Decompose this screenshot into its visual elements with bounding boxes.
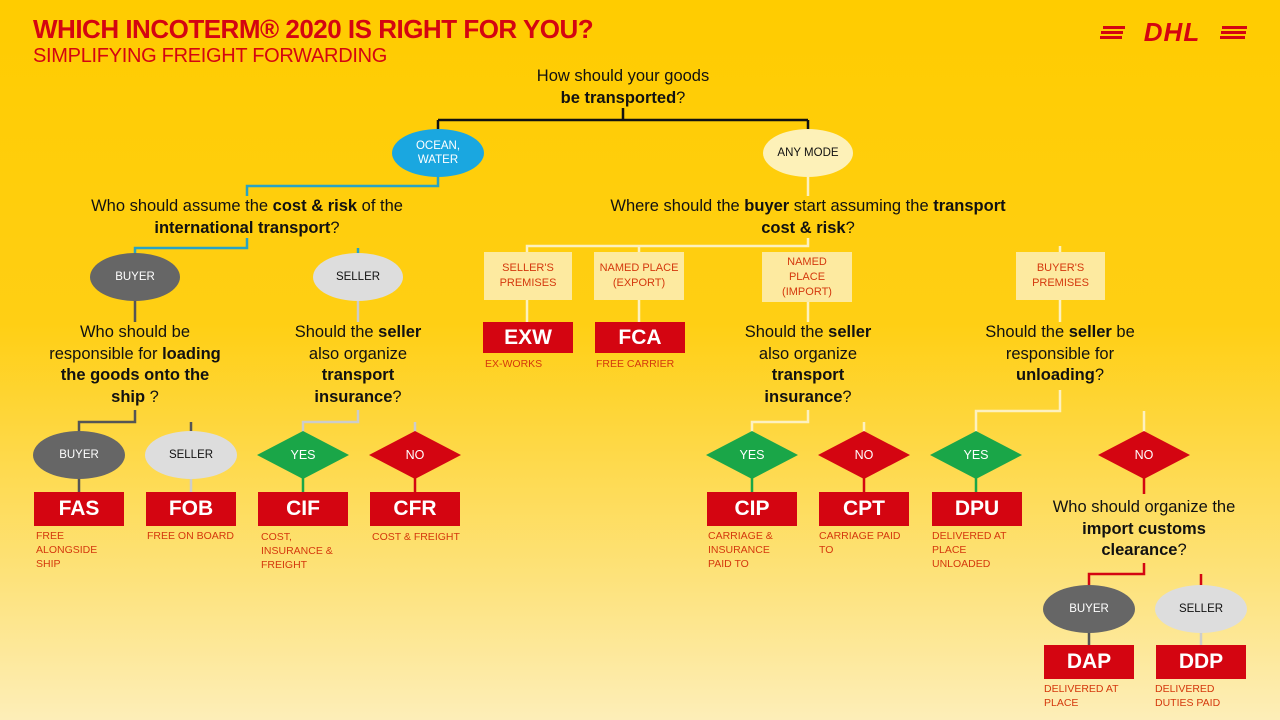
question-text: ? bbox=[845, 218, 855, 237]
option-buyer: BUYER bbox=[33, 431, 125, 479]
question-text: Should the bbox=[294, 323, 379, 341]
question-text-bold: transport bbox=[321, 366, 395, 384]
question-text-bold: insurance bbox=[764, 387, 843, 406]
question-text-bold: unloading bbox=[1015, 366, 1095, 384]
question-text-bold: international transport bbox=[154, 218, 331, 237]
question-text: Where should the bbox=[610, 197, 745, 215]
question-text-bold: cost & risk bbox=[272, 197, 358, 215]
term-cip-label: CARRIAGE & INSURANCE PAID TO bbox=[708, 530, 773, 570]
question-text-bold: loading bbox=[162, 344, 221, 363]
term-fob: FOB bbox=[146, 492, 236, 526]
term-cif: CIF bbox=[258, 492, 348, 526]
place-named-export: NAMED PLACE (EXPORT) bbox=[594, 252, 684, 300]
question-text-bold: insurance bbox=[314, 387, 393, 406]
question-text: ? bbox=[1177, 541, 1187, 559]
option-any-mode: ANY MODE bbox=[763, 129, 853, 177]
question-text: How should your goods bbox=[536, 67, 710, 85]
question-text-bold: ship bbox=[111, 387, 146, 406]
question-text-bold: cost & risk bbox=[761, 218, 846, 237]
term-exw-label: EX-WORKS bbox=[485, 358, 543, 370]
question-insurance-ocean: Should the seller also organize transpor… bbox=[295, 322, 422, 408]
term-ddp: DDP bbox=[1156, 645, 1246, 679]
option-buyer: BUYER bbox=[1043, 585, 1135, 633]
question-text-bold: buyer bbox=[744, 197, 790, 215]
term-cfr: CFR bbox=[370, 492, 460, 526]
option-buyer: BUYER bbox=[90, 253, 180, 301]
question-text-bold: seller bbox=[1068, 323, 1112, 341]
question-text: responsible for bbox=[1005, 344, 1115, 363]
question-customs-clearance: Who should organize the import customs c… bbox=[1053, 497, 1236, 562]
term-dap: DAP bbox=[1044, 645, 1134, 679]
term-cpt-label: CARRIAGE PAID TO bbox=[819, 530, 901, 556]
place-buyers-premises: BUYER'S PREMISES bbox=[1016, 252, 1105, 300]
term-dap-label: DELIVERED AT PLACE bbox=[1044, 683, 1119, 709]
term-cip: CIP bbox=[707, 492, 797, 526]
question-text-bold: import customs bbox=[1082, 519, 1206, 538]
question-text: be bbox=[1111, 323, 1135, 341]
term-ddp-label: DELIVERED DUTIES PAID bbox=[1155, 683, 1221, 709]
term-fca-label: FREE CARRIER bbox=[596, 358, 675, 370]
term-dpu-label: DELIVERED AT PLACE UNLOADED bbox=[932, 530, 1007, 570]
term-fas-label: FREE ALONGSIDE SHIP bbox=[36, 530, 98, 570]
question-text: Who should assume the bbox=[91, 197, 273, 215]
term-cpt: CPT bbox=[819, 492, 909, 526]
question-text: Should the bbox=[985, 323, 1069, 341]
question-text: ? bbox=[392, 387, 402, 406]
question-loading: Who should be responsible for loading th… bbox=[49, 322, 220, 408]
question-text: ? bbox=[145, 387, 159, 406]
question-text: also organize bbox=[308, 344, 408, 363]
question-text-bold: be transported bbox=[560, 88, 677, 107]
question-text-bold: clearance bbox=[1101, 541, 1178, 559]
term-fca: FCA bbox=[595, 322, 685, 353]
question-buyer-start-risk: Where should the buyer start assuming th… bbox=[610, 196, 1005, 239]
question-text-bold: transport bbox=[933, 197, 1006, 215]
place-sellers-premises: SELLER'S PREMISES bbox=[484, 252, 572, 300]
question-international-cost-risk: Who should assume the cost & risk of the… bbox=[91, 196, 403, 239]
term-dpu: DPU bbox=[932, 492, 1022, 526]
question-text: Who should organize the bbox=[1052, 498, 1236, 516]
question-text: of the bbox=[357, 197, 403, 215]
page-subtitle: SIMPLIFYING FREIGHT FORWARDING bbox=[33, 45, 387, 67]
svg-text:DHL: DHL bbox=[1144, 18, 1200, 46]
page-title: WHICH INCOTERM® 2020 IS RIGHT FOR YOU? bbox=[33, 14, 594, 44]
question-text-bold: transport bbox=[771, 366, 845, 384]
question-text: ? bbox=[330, 218, 340, 237]
option-seller: SELLER bbox=[145, 431, 237, 479]
question-text: ? bbox=[842, 387, 852, 406]
question-text: ? bbox=[1094, 366, 1105, 384]
question-text-bold: the goods onto the bbox=[60, 366, 210, 384]
question-text: Should the bbox=[744, 323, 829, 341]
term-exw: EXW bbox=[483, 322, 573, 353]
term-cfr-label: COST & FREIGHT bbox=[372, 531, 460, 543]
option-seller: SELLER bbox=[313, 253, 403, 301]
question-text: start assuming the bbox=[789, 197, 934, 215]
question-text: ? bbox=[676, 88, 686, 107]
option-seller: SELLER bbox=[1155, 585, 1247, 633]
question-transport-mode: How should your goods be transported? bbox=[537, 66, 709, 109]
term-cif-label: COST, INSURANCE & FREIGHT bbox=[261, 531, 333, 571]
place-named-import: NAMED PLACE (IMPORT) bbox=[762, 252, 852, 302]
term-fas: FAS bbox=[34, 492, 124, 526]
dhl-logo: DHL bbox=[1100, 18, 1247, 46]
question-text: responsible for bbox=[49, 344, 163, 363]
question-text-bold: seller bbox=[378, 323, 422, 341]
term-fob-label: FREE ON BOARD bbox=[147, 530, 234, 542]
question-unloading: Should the seller be responsible for unl… bbox=[985, 322, 1135, 387]
question-text: Who should be bbox=[79, 323, 191, 341]
question-insurance-any: Should the seller also organize transpor… bbox=[745, 322, 872, 408]
question-text: also organize bbox=[758, 344, 858, 363]
question-text-bold: seller bbox=[828, 323, 872, 341]
option-ocean-water: OCEAN, WATER bbox=[392, 129, 484, 177]
